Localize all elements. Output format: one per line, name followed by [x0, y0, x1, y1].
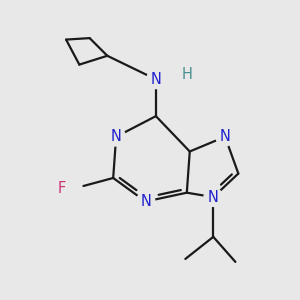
Circle shape — [52, 179, 71, 198]
Circle shape — [178, 66, 196, 84]
Circle shape — [107, 128, 125, 146]
Text: N: N — [151, 72, 161, 87]
Text: H: H — [182, 68, 192, 82]
Circle shape — [204, 188, 223, 206]
Text: N: N — [208, 190, 219, 205]
Circle shape — [136, 192, 155, 211]
Text: N: N — [111, 129, 122, 144]
Text: N: N — [140, 194, 151, 209]
Circle shape — [147, 70, 165, 88]
Circle shape — [216, 128, 234, 146]
Text: N: N — [220, 129, 230, 144]
Text: F: F — [58, 181, 66, 196]
